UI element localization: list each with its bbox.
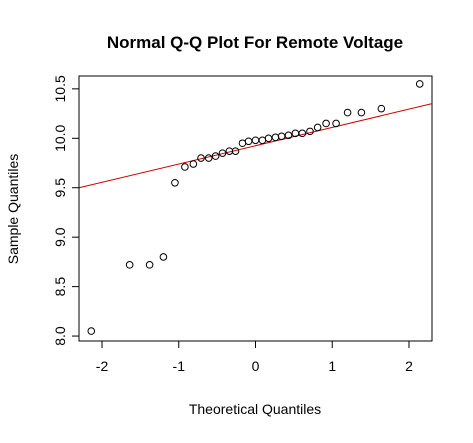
data-point [313,123,322,132]
data-point [357,108,366,117]
data-point [332,119,340,128]
data-point [238,139,247,148]
y-axis-label: Sample Quantiles [5,154,21,265]
data-point [298,129,307,138]
qq-reference-line [78,103,433,189]
data-point [211,152,220,160]
data-point [87,327,96,335]
y-axis: 8.0 8.5 9.0 9.5 10.0 10.5 [52,75,80,346]
data-point [181,163,189,171]
chart-title: Normal Q-Q Plot For Remote Voltage [107,33,403,52]
x-axis-label: Theoretical Quantiles [189,401,321,417]
x-axis: -2 -1 0 1 2 [96,340,413,374]
data-point [415,80,424,88]
data-point [231,147,240,155]
y-tick-label: 8.5 [52,277,68,297]
y-tick-label: 8.0 [52,326,68,346]
data-point [171,178,179,187]
data-point [189,160,198,168]
x-tick-label: -2 [96,358,109,374]
data-point [125,261,134,269]
reference-line-layer [78,103,433,189]
y-tick-label: 9.0 [52,227,68,247]
data-point [322,119,330,128]
data-point [258,136,267,145]
y-tick-label: 9.5 [52,178,68,198]
points-layer [87,80,424,335]
data-point [291,129,300,138]
data-point [251,136,260,145]
data-point [218,149,227,157]
data-point [277,132,286,141]
data-point [264,134,273,143]
x-tick-label: 0 [252,358,260,374]
data-point [284,131,293,140]
data-point [377,104,386,113]
x-tick-label: 2 [405,358,413,374]
x-tick-label: -1 [173,358,186,374]
data-point [306,127,314,136]
data-point [244,137,253,146]
x-tick-label: 1 [328,358,336,374]
data-point [159,253,168,261]
y-tick-label: 10.0 [52,124,68,151]
data-point [204,154,213,162]
y-tick-label: 10.5 [52,75,68,102]
data-point [343,108,352,117]
data-point [197,154,205,162]
data-point [145,261,154,269]
data-point [271,133,280,142]
